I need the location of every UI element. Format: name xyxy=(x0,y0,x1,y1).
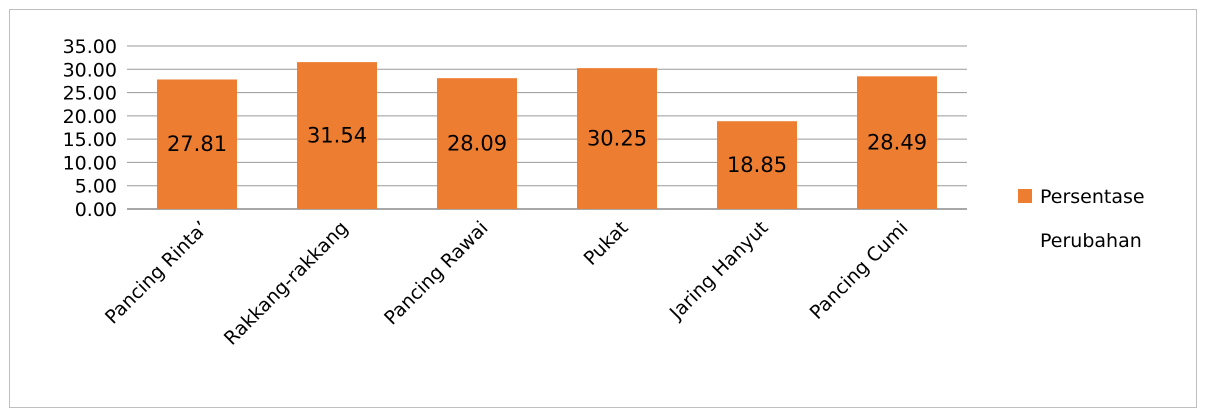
y-tick-label: 15.00 xyxy=(63,129,117,151)
y-tick-label: 20.00 xyxy=(63,106,117,128)
bar xyxy=(857,76,937,210)
bar xyxy=(717,121,797,209)
y-tick-label: 30.00 xyxy=(63,59,117,81)
bar xyxy=(157,79,237,209)
gridlines xyxy=(127,45,967,210)
x-tick-label: Pancing Rinta’ xyxy=(101,217,213,329)
data-label: 18.85 xyxy=(727,153,787,177)
data-labels: 27.81 31.54 28.09 30.25 18.85 28.49 xyxy=(167,124,927,178)
y-tick-label: 35.00 xyxy=(63,36,117,58)
y-tick-label: 0.00 xyxy=(75,199,117,221)
data-label: 28.49 xyxy=(867,131,927,155)
legend-label-line-1: Persentase xyxy=(1040,186,1145,208)
y-tick-label: 25.00 xyxy=(63,83,117,105)
y-tick-label: 10.00 xyxy=(63,152,117,174)
x-axis-ticks: Pancing Rinta’ Rakkang-rakkang Pancing Raw… xyxy=(101,217,913,350)
x-tick-label: Pukat xyxy=(580,217,633,270)
bar xyxy=(577,68,657,209)
data-label: 30.25 xyxy=(587,127,647,151)
x-tick-label: Rakkang-rakkang xyxy=(220,217,353,350)
bars xyxy=(157,62,937,210)
data-label: 27.81 xyxy=(167,132,227,156)
x-tick-label: Jaring Hanyut xyxy=(665,217,773,325)
bar xyxy=(437,78,517,210)
legend-swatch xyxy=(1018,189,1032,203)
bar xyxy=(297,62,377,210)
x-tick-label: Pancing Rawai xyxy=(380,217,492,329)
data-label: 28.09 xyxy=(447,132,507,156)
legend: Persentase Perubahan xyxy=(1018,186,1145,252)
legend-label-line-2: Perubahan xyxy=(1040,230,1142,252)
x-tick-label: Pancing Cumi xyxy=(806,217,913,324)
data-label: 31.54 xyxy=(307,124,367,148)
y-tick-label: 5.00 xyxy=(75,176,117,198)
